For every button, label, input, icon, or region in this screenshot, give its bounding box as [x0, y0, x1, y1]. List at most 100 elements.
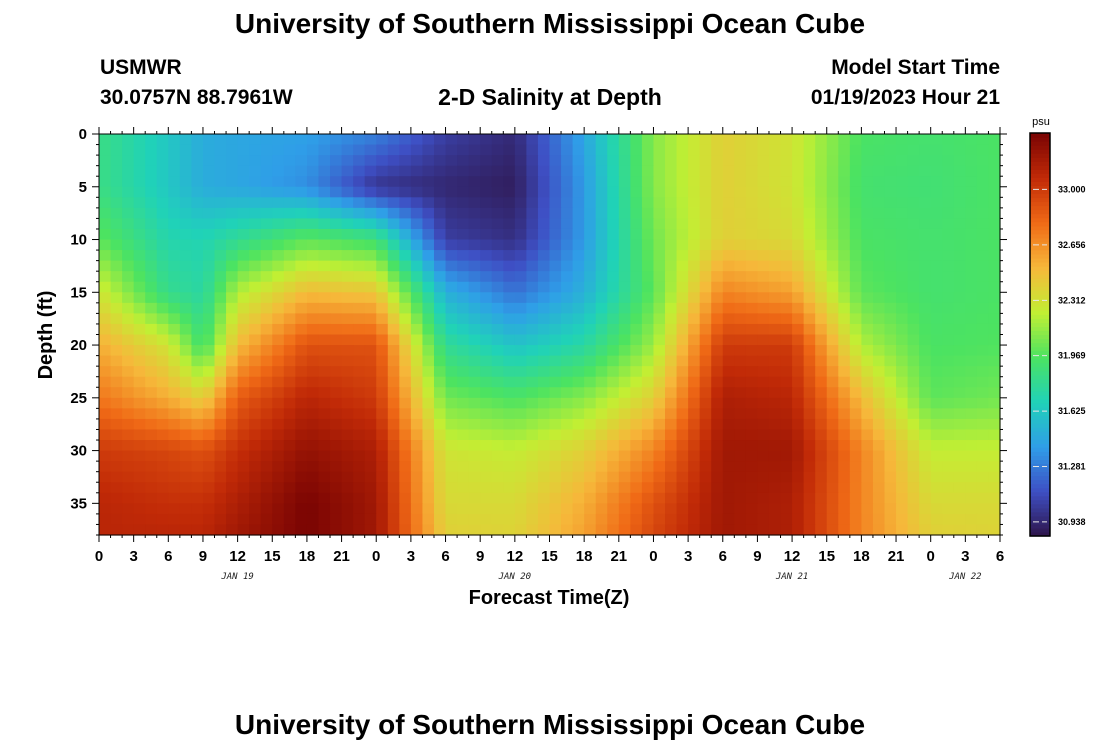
heatmap-cell [191, 302, 204, 314]
heatmap-cell [237, 144, 250, 156]
heatmap-cell [711, 260, 724, 272]
heatmap-cell [815, 271, 828, 283]
colorbar-swatch [1030, 370, 1050, 376]
heatmap-cell [202, 334, 216, 346]
heatmap-cell [722, 323, 735, 336]
heatmap-cell [745, 271, 759, 283]
heatmap-cell [110, 471, 123, 483]
heatmap-cell [537, 281, 551, 293]
heatmap-cell [330, 429, 343, 441]
heatmap-cell [861, 429, 874, 441]
heatmap-cell [838, 134, 851, 146]
heatmap-cell [757, 524, 770, 536]
heatmap-cell [699, 503, 712, 515]
heatmap-cell [641, 366, 655, 378]
heatmap-cell [341, 513, 354, 526]
heatmap-cell [653, 334, 666, 346]
heatmap-cell [480, 228, 493, 241]
heatmap-cell [549, 482, 562, 494]
heatmap-cell [330, 197, 343, 209]
heatmap-cell [145, 334, 158, 346]
heatmap-cell [376, 292, 389, 304]
heatmap-cell [803, 513, 816, 526]
heatmap-cell [641, 429, 655, 441]
heatmap-cell [202, 228, 216, 241]
heatmap-cell [849, 165, 862, 177]
heatmap-cell [514, 323, 527, 336]
heatmap-cell [410, 408, 424, 420]
heatmap-cell [122, 228, 135, 241]
heatmap-cell [884, 440, 897, 452]
heatmap-cell [156, 292, 169, 304]
heatmap-cell [433, 260, 447, 272]
heatmap-cell [618, 418, 631, 431]
heatmap-cell [711, 408, 724, 420]
heatmap-cell [884, 144, 897, 156]
colorbar-swatch [1030, 338, 1050, 344]
heatmap-cell [330, 144, 343, 156]
heatmap-cell [988, 334, 1001, 346]
heatmap-cell [410, 387, 424, 399]
heatmap-cell [353, 471, 366, 483]
heatmap-cell [745, 165, 759, 177]
heatmap-cell [191, 503, 204, 515]
heatmap-cell [942, 186, 955, 198]
heatmap-cell [480, 513, 493, 526]
heatmap-cell [260, 492, 273, 504]
heatmap-cell [711, 440, 724, 452]
heatmap-cell [734, 376, 747, 388]
heatmap-cell [503, 513, 516, 526]
heatmap-cell [99, 440, 112, 452]
heatmap-cell [884, 197, 897, 209]
heatmap-cell [595, 461, 608, 473]
colorbar-swatch [1030, 435, 1050, 440]
heatmap-cell [179, 503, 193, 515]
heatmap-cell [399, 524, 412, 536]
colorbar-swatch [1030, 205, 1050, 211]
heatmap-cell [260, 440, 273, 452]
heatmap-cell [99, 207, 112, 220]
heatmap-cell [364, 334, 377, 346]
station-coordinates: 30.0757N 88.7961W [100, 86, 293, 109]
heatmap-cell [133, 207, 146, 220]
heatmap-cell [561, 250, 574, 262]
heatmap-cell [734, 186, 747, 198]
heatmap-cell [803, 366, 816, 378]
heatmap-cell [607, 461, 620, 473]
heatmap-cell [387, 418, 400, 431]
heatmap-cell [653, 418, 666, 431]
heatmap-cell [260, 387, 273, 399]
heatmap-cell [884, 471, 897, 483]
heatmap-cell [422, 292, 435, 304]
heatmap-cell [376, 355, 389, 367]
heatmap-cell [722, 503, 735, 515]
heatmap-cell [630, 134, 643, 146]
heatmap-cell [491, 524, 504, 536]
heatmap-cell [641, 450, 655, 462]
heatmap-cell [826, 471, 839, 483]
heatmap-cell [768, 302, 782, 314]
heatmap-cell [561, 366, 574, 378]
heatmap-cell [283, 228, 296, 241]
heatmap-cell [942, 260, 955, 272]
y-tick-label: 30 [70, 443, 87, 460]
heatmap-cell [249, 323, 262, 336]
heatmap-cell [849, 345, 862, 357]
heatmap-cell [930, 155, 943, 167]
heatmap-cell [653, 260, 666, 272]
heatmap-cell [202, 355, 216, 367]
heatmap-cell [665, 260, 678, 272]
heatmap-cell [549, 197, 562, 209]
heatmap-cell [341, 292, 354, 304]
heatmap-cell [468, 387, 481, 399]
heatmap-cell [99, 334, 112, 346]
heatmap-cell [214, 271, 227, 283]
heatmap-cell [318, 429, 331, 441]
heatmap-cell [202, 134, 216, 146]
heatmap-cell [457, 134, 470, 146]
heatmap-cell [699, 418, 712, 431]
heatmap-cell [561, 207, 574, 220]
heatmap-cell [861, 366, 874, 378]
heatmap-cell [272, 271, 285, 283]
heatmap-cell [584, 450, 597, 462]
